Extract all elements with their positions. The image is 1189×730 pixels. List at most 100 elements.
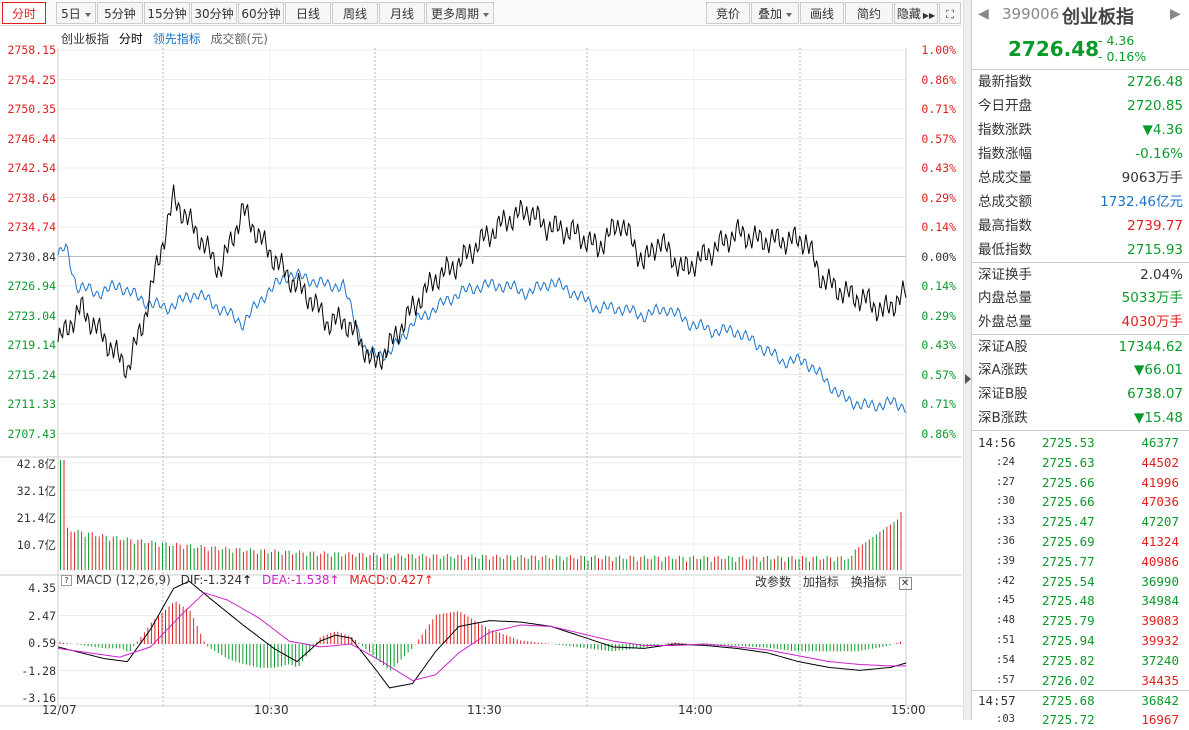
volume-bar [133,544,135,570]
volume-bar [169,546,170,570]
volume-bar [482,554,483,570]
prev-stock-icon[interactable]: ◀ [978,6,989,22]
volume-bar [823,558,825,570]
hide-button[interactable]: 隐藏 ▶▶ [894,2,938,24]
volume-bar [534,555,536,570]
tab-monthly[interactable]: 月线 [379,2,425,24]
volume-bar [84,536,86,570]
volume-bar [812,556,814,570]
lead-indicator-line [57,242,907,414]
volume-bar [228,548,230,570]
quote-row-label: 指数涨幅 [978,146,1032,162]
volume-bar [81,531,83,570]
volume-bar [285,550,287,570]
price-axis-label: 2707.43 [7,426,56,441]
close-icon[interactable]: ✕ [898,577,912,590]
tab-more-label: 更多周期 [430,7,479,21]
volume-bar [752,555,754,570]
tick-list[interactable]: 14:56 2725.53 46377:24 2725.63 44502:27 2725.… [972,430,1189,730]
volume-bar [506,555,508,570]
next-stock-icon[interactable]: ▶ [1170,6,1181,22]
macd-value: MACD:0.427 [349,573,424,587]
volume-bar [116,536,118,570]
volume-bar [763,557,765,570]
fullscreen-button[interactable]: ⛶ [939,2,961,24]
volume-bar [232,552,234,570]
tab-5day[interactable]: 5日 [56,2,96,24]
volume-bar [587,560,589,570]
volume-bar [218,550,220,570]
overlay-button[interactable]: 叠加 [751,2,799,24]
simple-button[interactable]: 简约 [845,2,893,24]
add-indicator-button[interactable]: 加指标 [802,575,839,589]
volume-bar [288,550,290,570]
volume-bar [443,556,445,570]
volume-bar [186,544,188,570]
volume-bar [735,561,737,570]
index-price-line [57,184,907,379]
volume-bar [351,554,353,570]
volume-bar [341,556,343,570]
tick-time: :51 [996,633,1015,646]
quote-panel: ◀ 399006 创业板指 ▶ 2726.48 - 4.36- 0.16% 最新… [971,0,1189,727]
tab-weekly[interactable]: 周线 [332,2,378,24]
tab-5min[interactable]: 5分钟 [97,2,143,24]
tab-daily[interactable]: 日线 [285,2,331,24]
volume-bar [513,560,515,570]
tab-15min[interactable]: 15分钟 [144,2,190,24]
volume-bar [661,561,663,570]
tick-time: :33 [996,515,1015,528]
volume-bar [411,554,413,570]
tick-time: 14:57 [978,693,1016,709]
edit-params-button[interactable]: 改参数 [755,575,792,589]
tab-more-periods[interactable]: 更多周期 [426,2,494,24]
tick-row: :36 2725.69 41324 [972,532,1189,552]
volume-bar [788,557,789,570]
tab-30min[interactable]: 30分钟 [191,2,237,24]
volume-bar [323,551,325,570]
volume-bar [492,556,494,570]
tick-price: 2725.66 [1042,474,1095,490]
volume-bar [172,545,174,570]
double-arrow-right-icon: ▶▶ [922,11,936,20]
volume-bar [664,557,666,570]
volume-bar [176,542,178,570]
quote-row-label: 指数涨跌 [978,122,1032,138]
question-icon[interactable]: ? [61,575,72,586]
volume-bar [235,548,237,570]
volume-bar [320,553,322,570]
volume-bar [453,558,455,570]
volume-bar [478,558,480,570]
auction-button[interactable]: 竞价 [706,2,750,24]
tab-intraday[interactable]: 分时 [2,2,46,24]
chevron-right-icon [965,374,971,384]
macd-title[interactable]: MACD (12,26,9) [75,573,171,587]
volume-bar [119,540,121,570]
tick-price: 2725.53 [1042,435,1095,450]
volume-bar [98,536,100,570]
volume-bar [714,557,716,570]
volume-bar [527,559,529,570]
volume-bar [105,535,107,570]
intraday-chart[interactable] [0,26,962,720]
volume-bar [756,557,758,570]
change-percent: - 0.16% [1098,49,1147,64]
draw-line-button[interactable]: 画线 [800,2,844,24]
tick-price: 2726.02 [1042,672,1095,688]
tab-60min[interactable]: 60分钟 [238,2,284,24]
volume-bar [573,558,575,570]
volume-bar [239,548,241,570]
volume-bar [682,556,684,570]
volume-bar [425,556,427,570]
pct-axis-label: 0.00% [921,249,956,264]
volume-bar [140,539,142,570]
volume-bar [242,551,244,570]
volume-bar [158,546,160,570]
volume-bar [432,554,434,570]
volume-bar [112,536,114,570]
panel-collapse-handle[interactable] [963,0,971,720]
legend-lead-indicator[interactable]: 领先指标 [152,32,201,46]
quote-row-value: 2.04% [1140,267,1183,283]
switch-indicator-button[interactable]: 换指标 [850,575,887,589]
volume-bar [418,555,420,570]
